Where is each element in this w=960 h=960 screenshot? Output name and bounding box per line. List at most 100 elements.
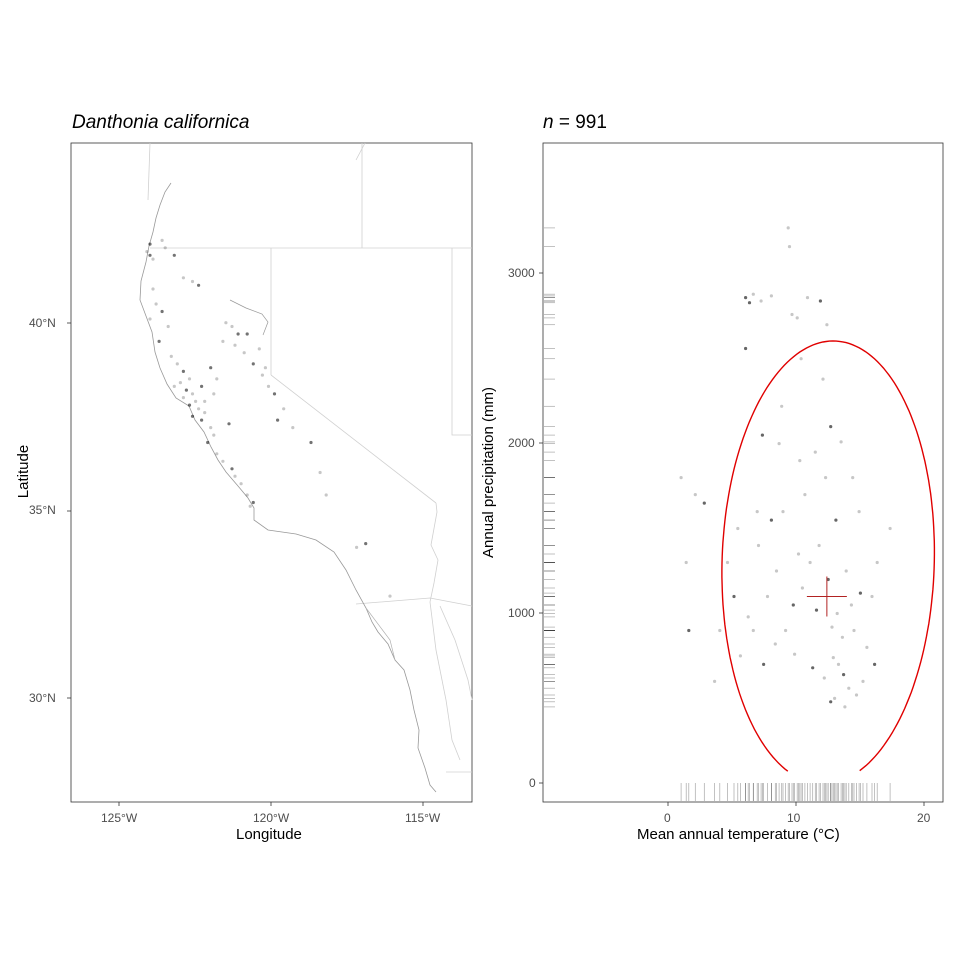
map-point: [318, 470, 322, 475]
climate-point: [780, 404, 784, 408]
climate-point: [796, 552, 801, 556]
map-point: [221, 339, 225, 343]
utah-border: [451, 248, 472, 436]
climate-point: [800, 586, 805, 590]
map-point: [266, 384, 271, 388]
map-point: [197, 283, 201, 287]
climate-point: [830, 625, 834, 629]
climate-x-tick-10: 10: [787, 811, 801, 825]
map-x-axis-label: Longitude: [236, 826, 302, 843]
map-point: [257, 347, 261, 351]
climate-point: [746, 615, 750, 619]
climate-point: [831, 656, 835, 660]
map-occurrence-points: [145, 238, 392, 598]
climate-point: [777, 442, 781, 446]
map-point: [172, 253, 176, 257]
climate-point: [718, 628, 722, 633]
climate-point: [822, 676, 826, 680]
climate-point: [835, 611, 839, 616]
climate-point: [684, 560, 688, 565]
north-border-lines: [147, 142, 366, 201]
map-point: [251, 500, 255, 505]
map-point: [276, 418, 280, 422]
climate-point: [787, 245, 792, 249]
climate-x-ticks: [667, 802, 925, 806]
climate-point: [836, 662, 841, 667]
climate-frame: [542, 142, 944, 803]
sacramento-delta: [229, 299, 269, 336]
climate-point: [873, 662, 877, 667]
climate-point: [738, 654, 743, 658]
climate-point: [852, 628, 856, 633]
map-y-ticks: [67, 322, 71, 699]
map-frame: [70, 142, 473, 803]
map-y-tick-35: 35°N: [29, 503, 56, 517]
climate-point: [732, 594, 736, 599]
map-point: [163, 246, 167, 250]
map-point: [239, 482, 243, 486]
map-point: [148, 253, 152, 257]
map-point: [151, 257, 155, 261]
map-point: [230, 467, 234, 471]
map-point: [248, 504, 252, 508]
climate-point: [844, 569, 848, 573]
climate-point: [791, 603, 795, 607]
climate-point: [824, 476, 828, 480]
map-point: [388, 594, 392, 598]
climate-y-tick-1000: 1000: [508, 606, 535, 620]
map-point: [157, 339, 161, 343]
colorado-river: [429, 502, 439, 603]
climate-point: [744, 296, 748, 300]
climate-point: [751, 292, 755, 296]
map-point: [160, 238, 164, 242]
map-point: [355, 545, 359, 550]
climate-point: [817, 543, 821, 548]
map-point: [263, 366, 267, 370]
map-x-tick-125: 125°W: [101, 811, 138, 825]
map-point: [200, 384, 204, 388]
climate-point: [865, 645, 869, 650]
map-point: [215, 452, 219, 456]
map-point: [197, 407, 201, 411]
climate-point: [803, 493, 807, 497]
map-point: [190, 414, 195, 418]
map-point: [160, 309, 164, 314]
climate-point: [773, 642, 777, 646]
map-point: [272, 392, 277, 396]
climate-x-axis-label: Mean annual temperature (°C): [637, 826, 840, 843]
climate-point: [769, 294, 774, 298]
map-panel: [67, 142, 473, 806]
map-point: [151, 287, 155, 291]
climate-point: [849, 603, 854, 607]
map-point: [187, 377, 192, 381]
map-point: [181, 396, 185, 400]
map-point: [221, 459, 225, 463]
map-y-tick-30: 30°N: [29, 691, 56, 705]
climate-point: [795, 316, 799, 320]
map-point: [230, 324, 234, 329]
climate-point: [769, 518, 774, 522]
climate-point: [762, 662, 766, 667]
climate-point: [811, 666, 815, 670]
map-point: [178, 381, 182, 385]
climate-point: [759, 299, 763, 303]
climate-envelope-ellipse: [721, 340, 936, 772]
climate-title: n = 991: [543, 112, 607, 134]
climate-y-tick-2000: 2000: [508, 436, 535, 450]
sample-size: = 991: [553, 112, 607, 133]
climate-point: [857, 510, 861, 514]
map-point: [245, 332, 249, 336]
ca-nv-diagonal: [270, 374, 437, 504]
map-x-tick-115: 115°W: [405, 811, 441, 825]
map-point: [206, 440, 210, 445]
map-point: [184, 388, 188, 392]
climate-point: [839, 440, 843, 444]
map-title: Danthonia californica: [72, 112, 250, 133]
n-symbol: n: [543, 112, 554, 133]
baja-peninsula-west: [365, 607, 396, 661]
mexico-border: [355, 597, 473, 607]
climate-point: [786, 226, 790, 230]
map-point: [209, 426, 213, 430]
climate-point: [702, 501, 706, 505]
